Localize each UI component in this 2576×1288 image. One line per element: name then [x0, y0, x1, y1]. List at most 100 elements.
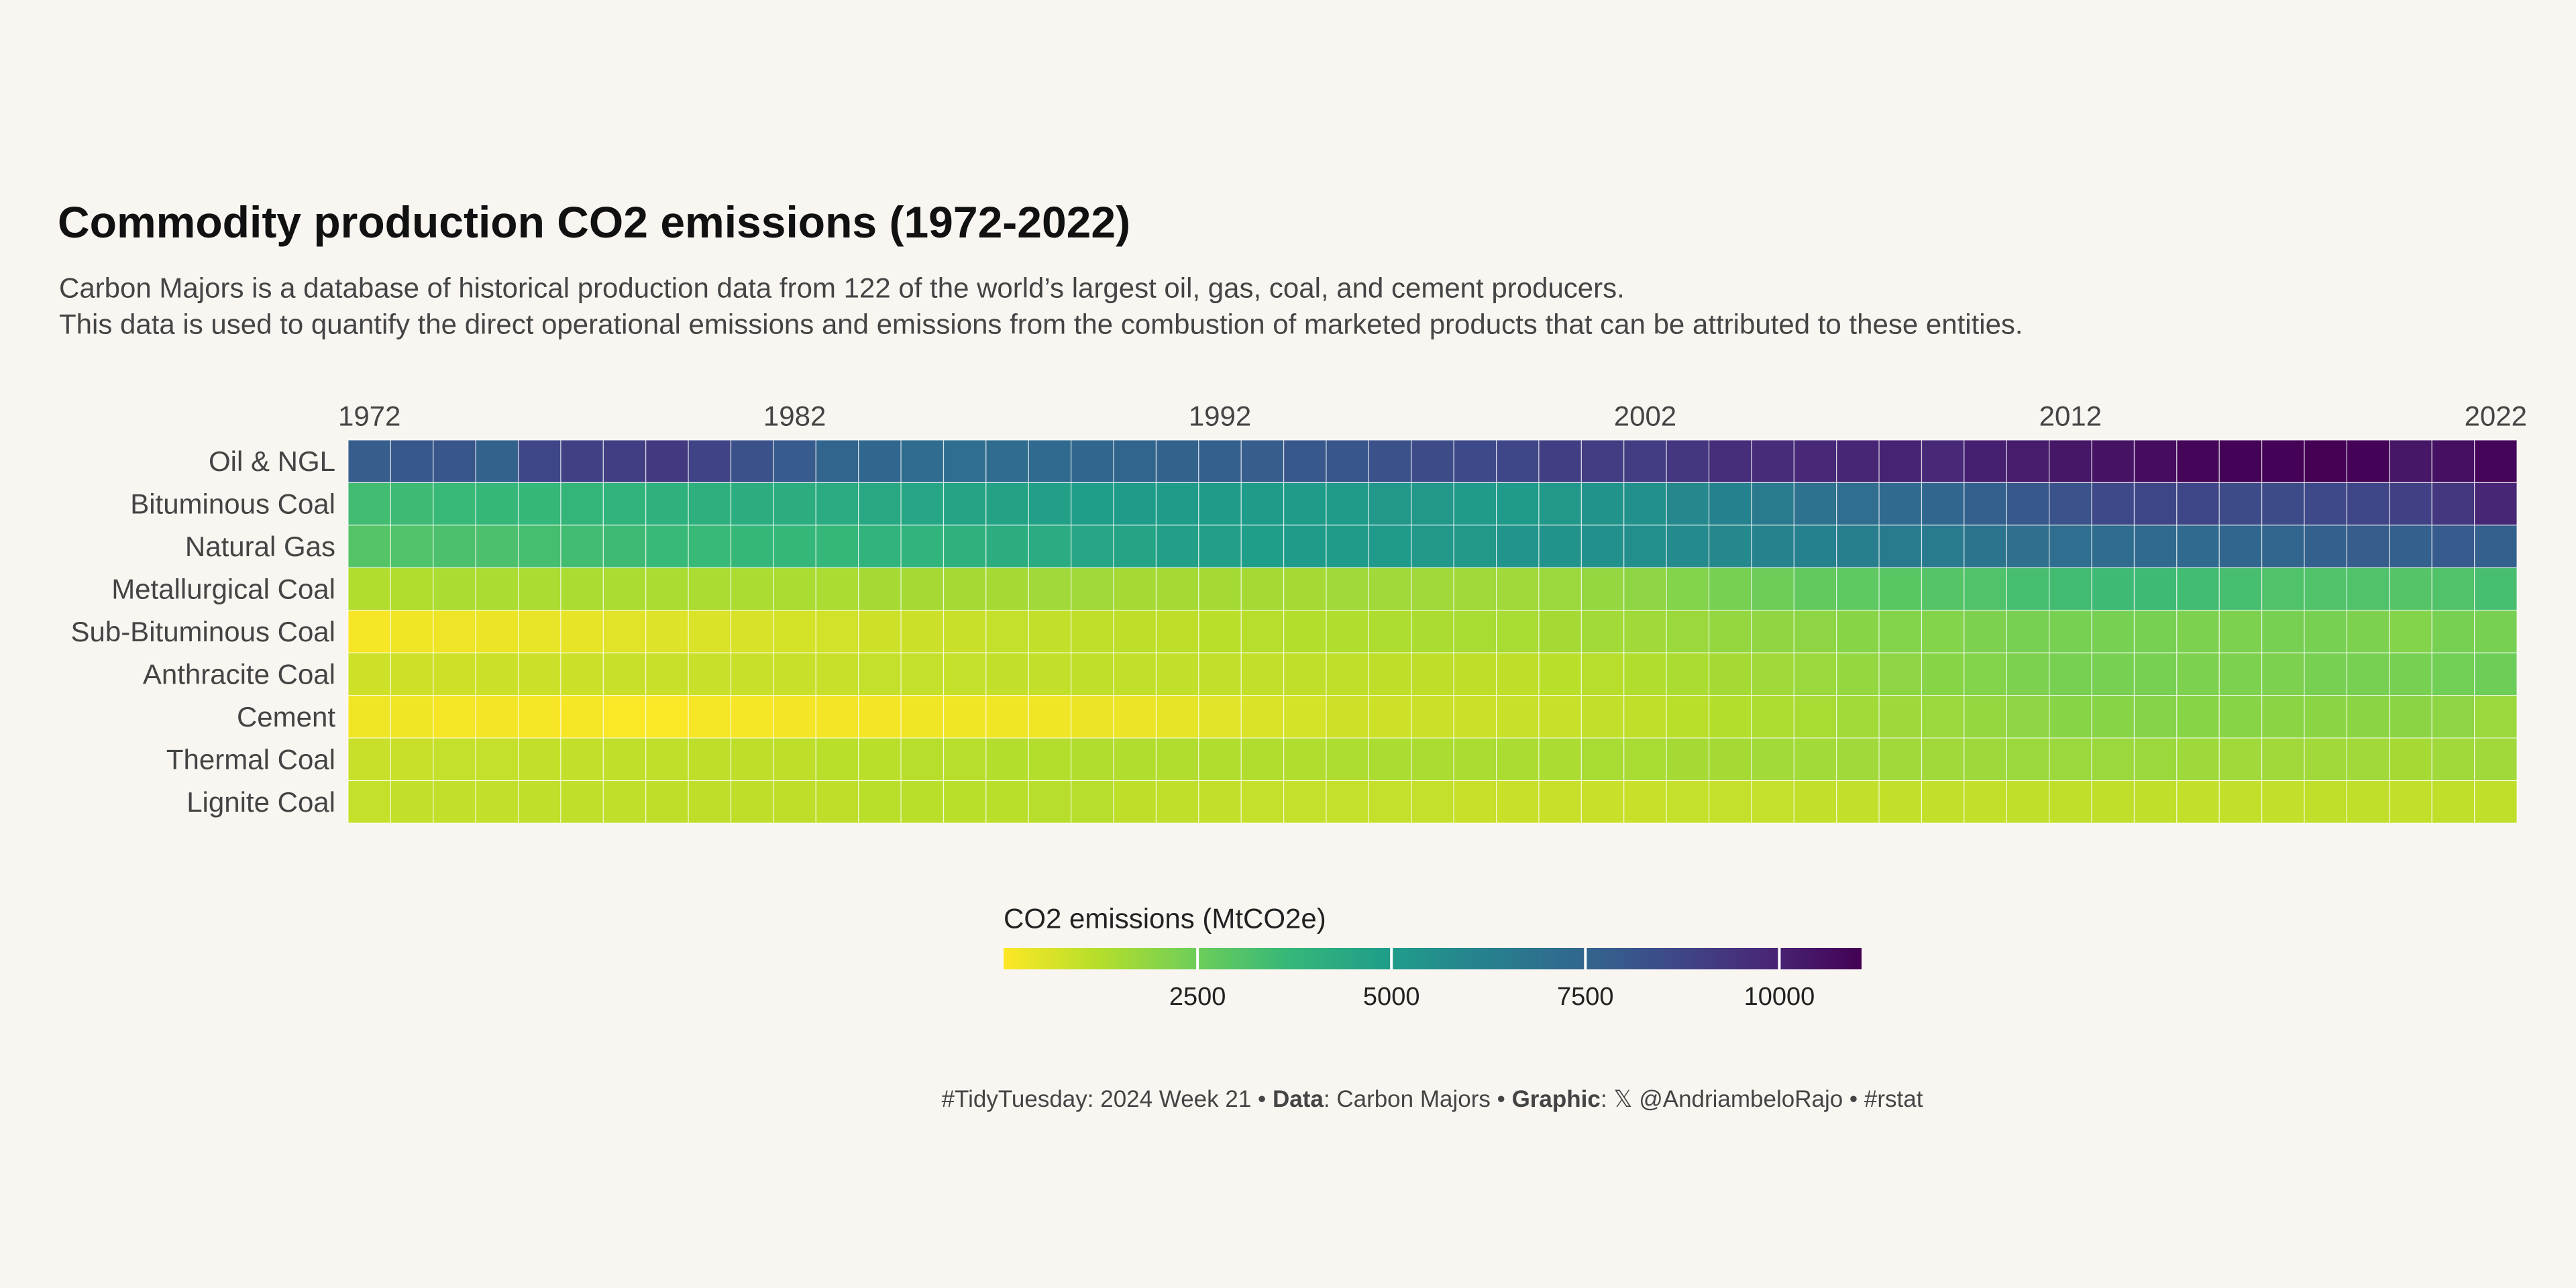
heatmap-cell [2006, 482, 2050, 526]
chart-title: Commodity production CO2 emissions (1972… [58, 197, 1130, 247]
heatmap-cell [2431, 695, 2475, 739]
heatmap-cell [1580, 439, 1625, 484]
heatmap-cell [645, 695, 689, 739]
heatmap-cell [2346, 525, 2390, 568]
heatmap-cell [2474, 482, 2518, 526]
heatmap-cell [1368, 439, 1412, 484]
heatmap-cell [943, 695, 987, 739]
heatmap-cell [1793, 780, 1837, 824]
x-tick-label: 2022 [2465, 400, 2527, 432]
row-label: Natural Gas [185, 531, 335, 562]
heatmap-cell [1283, 525, 1327, 568]
heatmap-cell [1878, 525, 1923, 568]
heatmap-cell [390, 525, 434, 568]
heatmap-cell [2474, 652, 2518, 696]
heatmap-cell [1155, 695, 1199, 739]
heatmap-cell [1495, 780, 1540, 824]
heatmap-cell [858, 610, 902, 653]
heatmap-cell [1836, 525, 1880, 568]
heatmap-cell [602, 567, 647, 611]
colorbar-tick-label: 5000 [1363, 983, 1420, 1011]
heatmap-cell [2176, 482, 2220, 526]
heatmap-cell [645, 439, 689, 484]
heatmap-cell [1878, 610, 1923, 653]
heatmap-cell [985, 737, 1029, 782]
heatmap-cell [645, 567, 689, 611]
heatmap-cell [475, 652, 519, 696]
heatmap-cell [1326, 652, 1370, 696]
heatmap-cell [900, 482, 945, 526]
heatmap-cell [2091, 567, 2135, 611]
heatmap-cell [1538, 695, 1582, 739]
heatmap-cell [1071, 610, 1114, 653]
heatmap-cell [1283, 695, 1327, 739]
colorbar [1004, 948, 1862, 969]
heatmap-cell [2176, 780, 2220, 824]
heatmap-cell [1113, 525, 1157, 568]
heatmap-cell [773, 780, 816, 824]
heatmap-cell [1580, 737, 1625, 782]
heatmap-cell [2474, 567, 2518, 611]
heatmap-cell [943, 439, 987, 484]
heatmap-cell [475, 610, 519, 653]
heatmap-cell [1240, 610, 1285, 653]
heatmap-cell [1495, 610, 1540, 653]
heatmap-cell [2304, 695, 2348, 739]
heatmap-cell [1964, 780, 2007, 824]
colorbar-tick-label: 7500 [1557, 983, 1614, 1011]
heatmap-cell [1113, 695, 1157, 739]
heatmap-cell [1453, 737, 1497, 782]
heatmap-cell [433, 695, 476, 739]
heatmap-cell [2261, 780, 2305, 824]
heatmap-cell [1836, 482, 1880, 526]
heatmap-cell [943, 567, 987, 611]
heatmap-cell [390, 780, 434, 824]
heatmap-cell [730, 567, 774, 611]
heatmap-cell [475, 567, 519, 611]
heatmap-cell [2091, 695, 2135, 739]
heatmap-cell [1198, 567, 1242, 611]
caption-part: Data [1273, 1086, 1324, 1112]
heatmap-cell [2261, 652, 2305, 696]
heatmap-cell [602, 482, 647, 526]
caption-part: #TidyTuesday: 2024 Week 21 • [942, 1086, 1273, 1112]
heatmap-cell [773, 439, 816, 484]
heatmap-cell [1283, 439, 1327, 484]
heatmap-cell [730, 695, 774, 739]
heatmap-cell [1198, 652, 1242, 696]
heatmap-cell [2176, 695, 2220, 739]
heatmap-cell [1793, 610, 1837, 653]
heatmap-cell [900, 439, 945, 484]
heatmap-cell [517, 652, 561, 696]
heatmap-cell [1708, 610, 1752, 653]
heatmap-cell [1198, 610, 1242, 653]
heatmap-cell [2176, 525, 2220, 568]
heatmap-cell [433, 737, 476, 782]
heatmap-cell [2346, 439, 2390, 484]
heatmap-cell [1836, 567, 1880, 611]
heatmap-cell [1666, 652, 1710, 696]
heatmap-cell [1921, 652, 1965, 696]
heatmap-cell [1198, 525, 1242, 568]
heatmap-cell [1453, 482, 1497, 526]
heatmap-cell [1198, 695, 1242, 739]
heatmap-cell [347, 695, 391, 739]
heatmap-cell [688, 439, 732, 484]
heatmap-cell [1198, 737, 1242, 782]
heatmap-cell [815, 439, 859, 484]
heatmap-cell [1326, 610, 1370, 653]
heatmap-cell [560, 780, 604, 824]
heatmap-cell [1751, 439, 1794, 484]
heatmap-cell [560, 652, 604, 696]
heatmap-cell [688, 610, 732, 653]
heatmap-cell [1240, 652, 1285, 696]
heatmap-cell [1580, 652, 1625, 696]
heatmap-cell [1071, 695, 1114, 739]
heatmap-cell [1751, 737, 1794, 782]
heatmap-cell [1751, 610, 1794, 653]
heatmap-cell [347, 610, 391, 653]
heatmap-cell [688, 525, 732, 568]
heatmap-cell [390, 482, 434, 526]
heatmap-cell [1495, 567, 1540, 611]
heatmap-cell [2133, 567, 2178, 611]
